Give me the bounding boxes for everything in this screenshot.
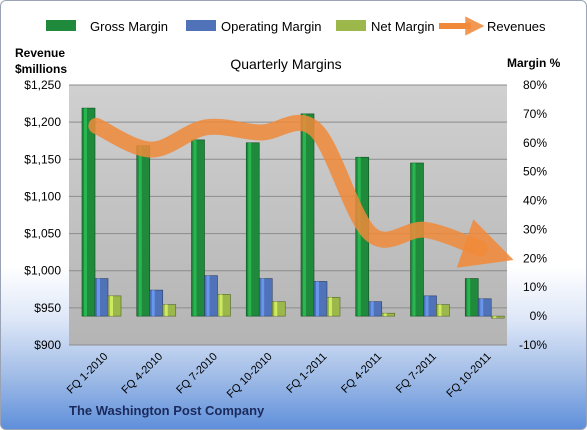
category-labels: FQ 1-2010 FQ 4-2010 FQ 7-2010 FQ 10-2010 FQ … — [65, 351, 494, 401]
legend-item-revenues: Revenues — [439, 16, 546, 36]
left-tick-label: $1,150 — [24, 152, 61, 166]
legend: Gross Margin Operating Margin Net Margin… — [46, 16, 546, 36]
left-tick-label: $1,000 — [24, 264, 61, 278]
right-tick-label: 80% — [523, 78, 547, 92]
gross-margin-bar — [81, 107, 96, 317]
left-tick-label: $1,050 — [24, 227, 61, 241]
left-axis-ticks: $900 $950 $1,000 $1,050 $1,100 $1,150 $1,200 $1… — [24, 78, 61, 352]
right-tick-label: 10% — [523, 280, 547, 294]
right-tick-label: 0% — [530, 309, 548, 323]
right-tick-label: 50% — [523, 165, 547, 179]
legend-label-revenues: Revenues — [487, 19, 546, 34]
company-name: The Washington Post Company — [69, 403, 265, 418]
gross-margin-bar — [191, 139, 205, 317]
right-axis-ticks: -10% 0% 10% 20% 30% 40% 50% 60% 70% 80% — [519, 78, 547, 352]
right-tick-label: 70% — [523, 107, 547, 121]
category-label: FQ 7-2011 — [394, 351, 439, 396]
category-label: FQ 10-2010 — [225, 351, 275, 401]
legend-label-operating-margin: Operating Margin — [221, 19, 321, 34]
operating-margin-bar — [204, 275, 218, 317]
net-margin-bar — [326, 297, 341, 317]
category-label: FQ 4-2011 — [339, 351, 384, 396]
net-margin-bar — [217, 294, 231, 317]
operating-margin-bar — [258, 278, 273, 317]
left-axis-title-line2: $millions — [15, 62, 67, 76]
revenue-point — [423, 228, 427, 232]
net-margin-bar — [490, 315, 505, 319]
operating-margin-bar — [94, 278, 109, 317]
right-axis-title: Margin % — [507, 56, 561, 70]
right-tick-label: -10% — [519, 338, 547, 352]
category-label: FQ 7-2010 — [174, 351, 220, 397]
operating-margin-bar — [313, 281, 328, 317]
operating-margin-bar — [149, 289, 164, 317]
left-tick-label: $1,250 — [24, 78, 61, 92]
right-tick-label: 60% — [523, 136, 547, 150]
revenue-point — [149, 148, 153, 152]
category-label: FQ 4-2010 — [120, 351, 166, 397]
left-tick-label: $1,100 — [24, 189, 61, 203]
bars — [81, 107, 505, 319]
chart-title: Quarterly Margins — [230, 56, 341, 72]
revenue-point — [204, 125, 208, 129]
gross-margin-bar — [464, 278, 479, 317]
legend-label-net-margin: Net Margin — [371, 19, 435, 34]
operating-margin-bar — [477, 298, 492, 317]
revenue-point — [259, 131, 263, 135]
legend-label-gross-margin: Gross Margin — [90, 19, 168, 34]
legend-item-operating-margin: Operating Margin — [186, 19, 321, 34]
net-margin-bar — [107, 295, 122, 317]
category-label: FQ 10-2011 — [444, 351, 493, 400]
right-tick-label: 30% — [523, 222, 547, 236]
revenue-point — [478, 246, 482, 250]
operating-margin-bar — [423, 295, 437, 317]
net-margin-bar — [271, 301, 286, 317]
net-margin-bar — [436, 304, 450, 317]
gross-margin-bar — [300, 113, 315, 317]
net-margin-bar — [381, 312, 396, 317]
category-label: FQ 1-2011 — [284, 351, 329, 396]
left-tick-label: $1,200 — [24, 115, 61, 129]
revenue-point — [94, 124, 98, 128]
left-tick-label: $900 — [34, 338, 61, 352]
left-tick-label: $950 — [34, 301, 61, 315]
category-label: FQ 1-2010 — [65, 351, 111, 397]
net-margin-bar — [162, 304, 177, 317]
legend-item-net-margin: Net Margin — [336, 19, 435, 34]
gross-margin-bar — [136, 145, 151, 317]
legend-item-gross-margin: Gross Margin — [46, 19, 168, 34]
right-tick-label: 40% — [523, 194, 547, 208]
operating-margin-bar — [368, 301, 383, 317]
revenues-line — [88, 114, 514, 268]
revenue-series — [88, 114, 514, 268]
gross-margin-bar — [245, 142, 260, 317]
left-axis-title-line1: Revenue — [15, 46, 65, 60]
revenue-point — [313, 128, 317, 132]
right-tick-label: 20% — [523, 251, 547, 265]
revenue-point — [368, 232, 372, 236]
